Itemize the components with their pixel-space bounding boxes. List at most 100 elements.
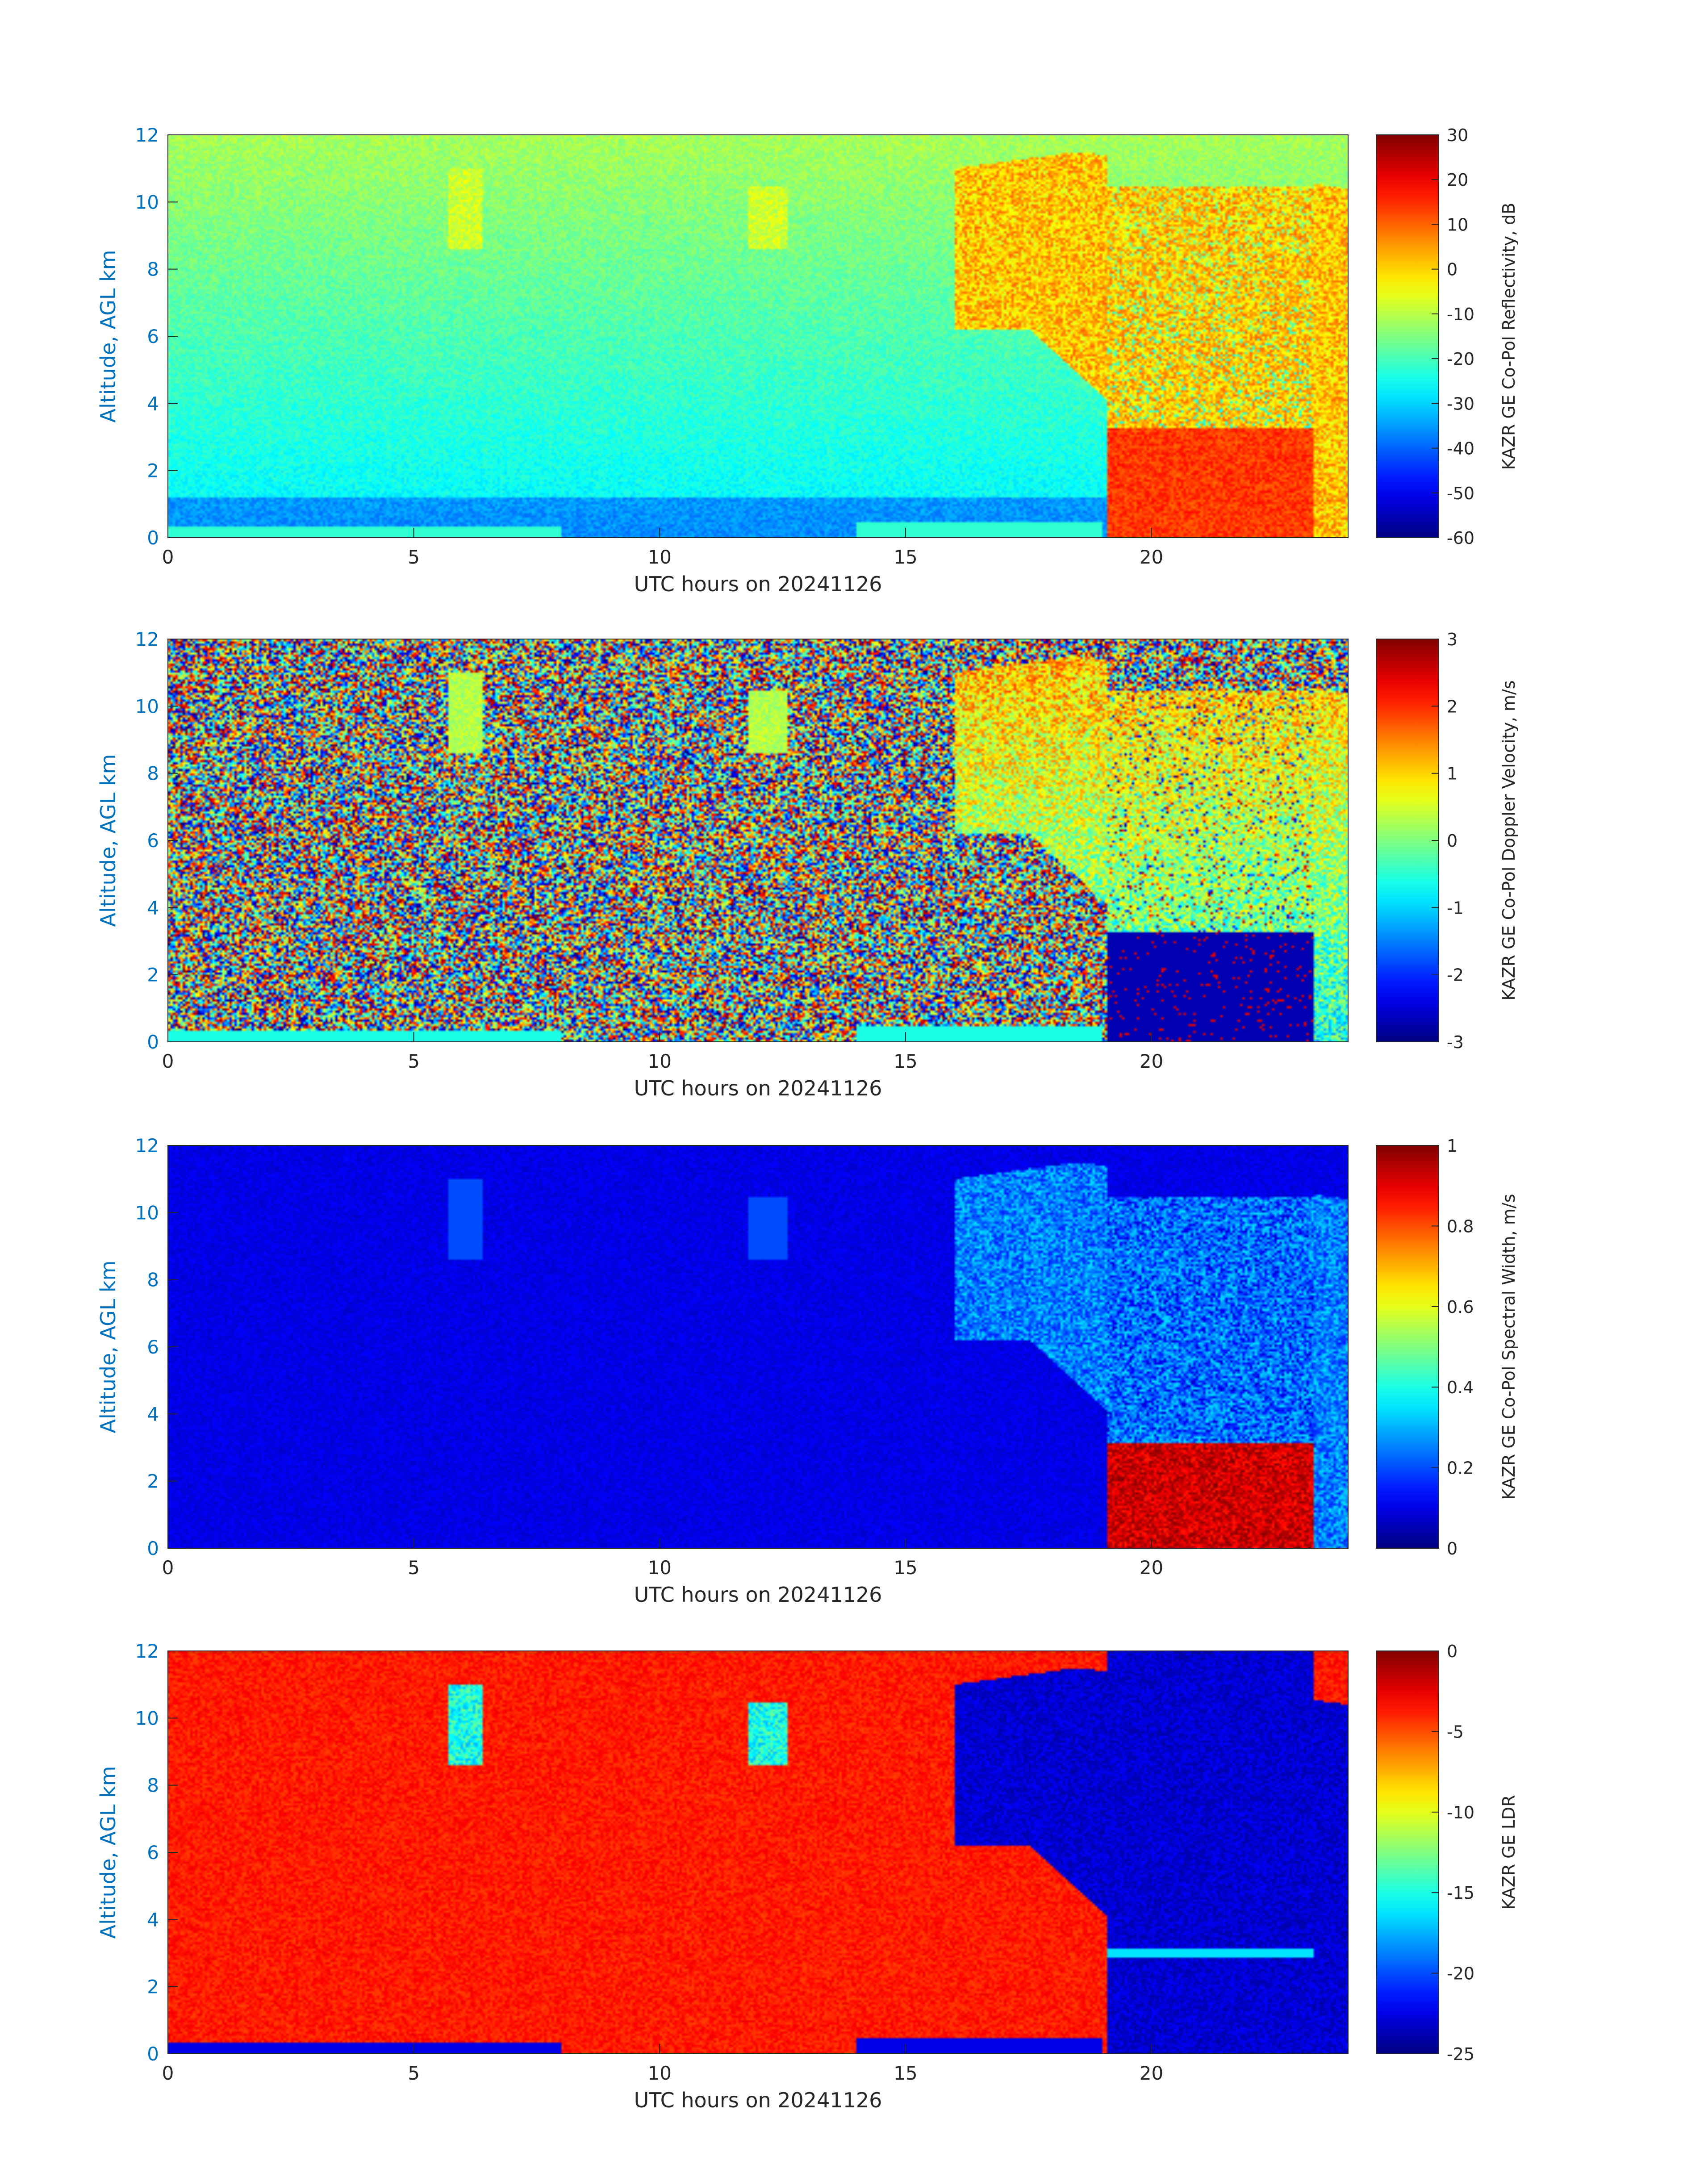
colorbar-tick-label: -60 — [1447, 528, 1474, 548]
x-tick-label: 15 — [894, 2062, 917, 2084]
x-tick-label: 5 — [408, 2062, 420, 2084]
heatmap-image — [168, 135, 1348, 538]
colorbar-tick-label: -3 — [1447, 1032, 1464, 1052]
y-tick-label: 6 — [147, 1336, 159, 1358]
colorbar-tick-label: -15 — [1447, 1883, 1474, 1903]
y-tick-label: 10 — [135, 1707, 159, 1729]
y-tick-label: 2 — [147, 1471, 159, 1492]
x-axis-label: UTC hours on 20241126 — [634, 572, 882, 596]
y-tick-label: 10 — [135, 1202, 159, 1224]
y-tick-label: 10 — [135, 695, 159, 717]
colorbar-tick-label: -30 — [1447, 394, 1474, 414]
colorbar-tick-label: -20 — [1447, 349, 1474, 369]
x-tick-label: 5 — [408, 546, 420, 568]
x-tick-label: 0 — [162, 2062, 174, 2084]
y-axis-label: Altitude, AGL km — [96, 1260, 120, 1433]
colorbar-tick-label: 10 — [1447, 215, 1468, 234]
x-tick-label: 0 — [162, 1050, 174, 1072]
y-tick-label: 8 — [147, 1775, 159, 1797]
colorbar-tick-label: 3 — [1447, 630, 1457, 649]
colorbar-tick-label: 0.2 — [1447, 1458, 1474, 1478]
x-tick-label: 15 — [894, 1050, 917, 1072]
x-tick-label: 10 — [648, 1050, 672, 1072]
y-tick-label: 12 — [135, 124, 159, 146]
y-tick-label: 12 — [135, 1135, 159, 1157]
colorbar-label: KAZR GE Co-Pol Spectral Width, m/s — [1499, 1194, 1519, 1500]
y-tick-label: 8 — [147, 259, 159, 280]
y-axis-label: Altitude, AGL km — [96, 250, 120, 422]
colorbar-tick-label: -2 — [1447, 965, 1464, 985]
panel-reflectivity: 0 5 10 15 20 0 2 4 6 8 10 12 UTC hours on 20241126 Al… — [96, 124, 1519, 596]
x-axis-label: UTC hours on 20241126 — [634, 1076, 882, 1100]
x-tick-label: 15 — [894, 1557, 917, 1579]
x-tick-label: 20 — [1140, 1557, 1163, 1579]
colorbar — [1376, 134, 1439, 538]
y-tick-label: 0 — [147, 1031, 159, 1053]
x-tick-label: 0 — [162, 546, 174, 568]
y-tick-label: 12 — [135, 628, 159, 650]
x-tick-label: 10 — [648, 2062, 672, 2084]
colorbar-tick-label: 0 — [1447, 260, 1457, 280]
heatmap-image — [168, 639, 1348, 1042]
colorbar-tick-label: 0 — [1447, 1539, 1457, 1559]
colorbar-tick-label: 30 — [1447, 125, 1468, 145]
colorbar-tick-label: -10 — [1447, 305, 1474, 324]
colorbar — [1376, 1651, 1439, 2054]
y-tick-label: 2 — [147, 1976, 159, 1998]
colorbar-tick-label: 1 — [1447, 1136, 1457, 1156]
y-tick-label: 4 — [147, 897, 159, 919]
y-tick-label: 0 — [147, 2043, 159, 2065]
y-axis-label: Altitude, AGL km — [96, 754, 120, 927]
x-tick-label: 20 — [1140, 1050, 1163, 1072]
colorbar-tick-label: 0 — [1447, 831, 1457, 851]
heatmap-image — [168, 1651, 1348, 2054]
colorbar-tick-label: -25 — [1447, 2044, 1474, 2064]
y-tick-label: 6 — [147, 830, 159, 852]
y-tick-label: 0 — [147, 527, 159, 549]
y-tick-label: 4 — [147, 1403, 159, 1425]
colorbar-tick-label: 0.8 — [1447, 1216, 1474, 1236]
colorbar-tick-label: -20 — [1447, 1964, 1474, 1984]
colorbar-tick-label: -10 — [1447, 1803, 1474, 1822]
x-axis-label: UTC hours on 20241126 — [634, 2088, 882, 2112]
y-tick-label: 2 — [147, 964, 159, 986]
colorbar-tick-label: -40 — [1447, 439, 1474, 459]
panel-ldr: 0 5 10 15 20 0 2 4 6 8 10 12 UTC hours on 20241126 Al… — [96, 1640, 1519, 2112]
colorbar — [1376, 639, 1439, 1042]
colorbar-tick-label: 0.6 — [1447, 1297, 1474, 1317]
y-tick-label: 2 — [147, 460, 159, 482]
x-tick-label: 20 — [1140, 2062, 1163, 2084]
y-tick-label: 10 — [135, 191, 159, 213]
colorbar-tick-label: 20 — [1447, 170, 1468, 190]
colorbar-tick-label: 0.4 — [1447, 1378, 1474, 1397]
x-tick-label: 10 — [648, 1557, 672, 1579]
colorbar-tick-label: 2 — [1447, 697, 1457, 716]
x-tick-label: 5 — [408, 1050, 420, 1072]
y-tick-label: 12 — [135, 1640, 159, 1662]
colorbar-tick-label: -50 — [1447, 484, 1474, 503]
y-tick-label: 0 — [147, 1538, 159, 1559]
x-axis-label: UTC hours on 20241126 — [634, 1583, 882, 1607]
y-tick-label: 8 — [147, 763, 159, 785]
x-tick-label: 15 — [894, 546, 917, 568]
y-tick-label: 4 — [147, 1909, 159, 1930]
y-tick-label: 6 — [147, 1842, 159, 1864]
x-tick-label: 0 — [162, 1557, 174, 1579]
y-axis-label: Altitude, AGL km — [96, 1766, 120, 1939]
colorbar-label: KAZR GE Co-Pol Reflectivity, dB — [1499, 203, 1519, 470]
colorbar-label: KAZR GE LDR — [1499, 1795, 1519, 1910]
colorbar-tick-label: -1 — [1447, 898, 1464, 918]
colorbar-label: KAZR GE Co-Pol Doppler Velocity, m/s — [1499, 680, 1519, 1000]
y-tick-label: 4 — [147, 393, 159, 414]
colorbar — [1376, 1145, 1439, 1549]
x-tick-label: 10 — [648, 546, 672, 568]
colorbar-tick-label: 1 — [1447, 764, 1457, 784]
heatmap-image — [168, 1145, 1348, 1548]
y-tick-label: 8 — [147, 1269, 159, 1291]
y-tick-label: 6 — [147, 326, 159, 347]
x-tick-label: 5 — [408, 1557, 420, 1579]
colorbar-tick-label: -5 — [1447, 1722, 1464, 1742]
